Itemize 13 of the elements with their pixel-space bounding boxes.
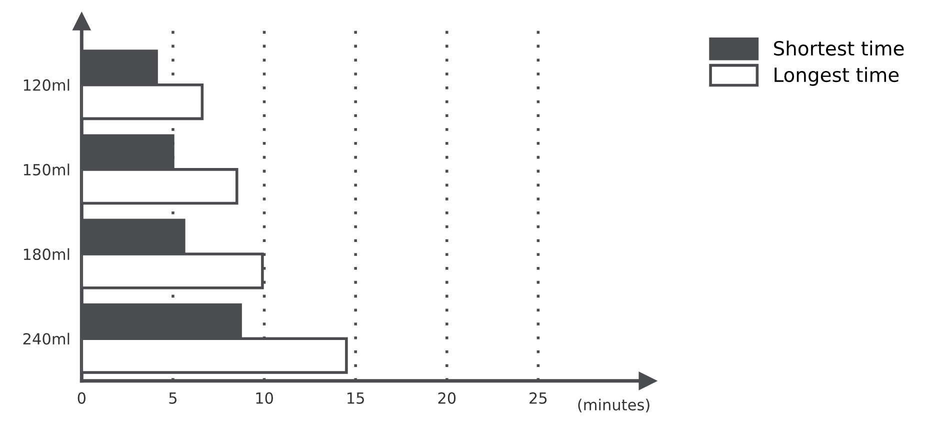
x-tick-label: 25: [530, 392, 547, 404]
x-tick-label: 0: [78, 392, 86, 404]
x-axis-title: (minutes): [578, 398, 650, 412]
x-tick-label: 10: [256, 392, 273, 404]
y-tick-label: 180ml: [24, 248, 70, 260]
x-tick-label: 5: [169, 392, 176, 404]
x-tick-label: 20: [438, 392, 456, 404]
legend-label: Shortest time: [774, 40, 904, 56]
y-tick-label: 150ml: [24, 164, 70, 176]
x-tick-label: 15: [348, 392, 364, 404]
legend-label: Longest time: [774, 67, 899, 86]
y-tick-label: 120ml: [24, 79, 70, 91]
y-tick-label: 240ml: [23, 332, 70, 345]
